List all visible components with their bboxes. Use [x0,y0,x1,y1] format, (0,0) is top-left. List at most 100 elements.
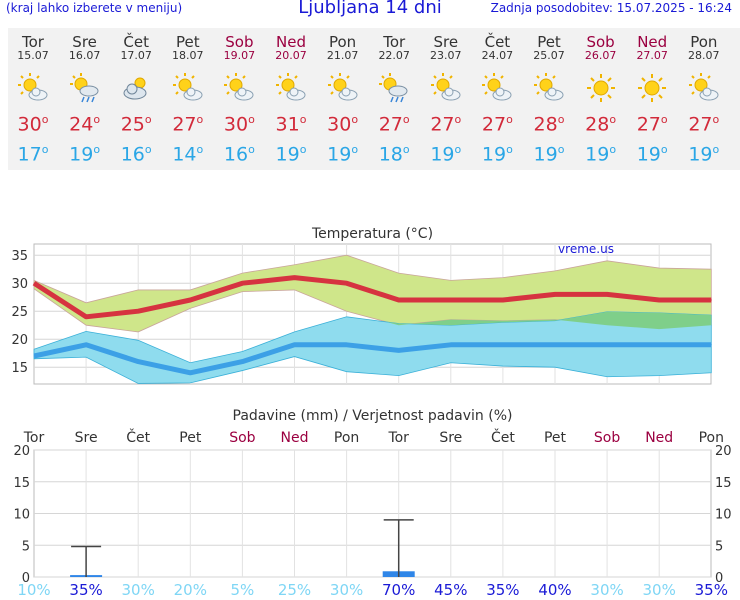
temp-max: 30o [17,113,49,136]
temp-max: 27o [172,113,204,136]
min-temp-point [85,344,87,346]
y-tick-label-right: 20 [715,444,732,459]
precip-probability: 35% [69,581,102,597]
max-temp-point [189,299,191,301]
precip-probability: 35% [486,581,519,597]
day-date: 15.07 [17,49,49,62]
max-temp-point [294,277,295,279]
day-label: Čet [126,428,150,446]
temp-max: 30o [327,113,359,136]
temp-min: 19o [585,143,617,166]
sun-cloud-icon [276,73,306,101]
day-date: 21.07 [326,49,359,62]
precip-probability: 30% [330,581,363,597]
temp-max: 27o [636,113,668,136]
day-name: Pon [328,33,357,51]
y-tick-label-left: 5 [22,539,30,554]
min-temp-point [398,349,400,351]
temp-min: 19o [688,143,720,166]
band-overlap [386,311,712,330]
temp-max: 28o [533,113,565,136]
min-temp-point [241,361,243,363]
y-tick-label-left: 20 [13,444,30,459]
temperature-chart: 15 20 25 30 35 Temperatura (°C) vreme.us [11,226,712,385]
day-name: Čet [123,33,149,51]
day-label: Pet [179,430,202,446]
max-temp-point [398,299,400,301]
y-tick-label-right: 0 [715,571,723,586]
precipitation-chart: Padavine (mm) / Verjetnost padavin (%) To… [13,408,732,597]
day-label: Sob [594,430,620,446]
max-temp-point [710,299,712,301]
day-name: Čet [484,33,511,51]
sun-cloud-icon [327,73,358,101]
min-temp-point [502,344,504,346]
day-date: 17.07 [120,49,152,62]
precip-probability: 30% [643,581,676,597]
day-date: 28.07 [688,49,720,62]
precip-probability: 45% [434,581,467,597]
min-temp-point [554,344,556,346]
temp-min: 19o [430,143,462,166]
temp-min: 16o [120,143,152,166]
temp-max: 28o [585,113,617,136]
temp-max: 24o [69,113,101,136]
day-date: 16.07 [68,49,101,62]
day-name: Ned [637,33,668,51]
day-label: Tor [23,430,45,446]
day-date: 19.07 [223,49,256,62]
y-tick-label: 20 [11,333,28,348]
max-temp-line [32,275,712,320]
day-name: Tor [383,33,406,51]
precip-probability: 30% [590,581,623,597]
y-tick-label-right: 15 [715,476,732,491]
max-temp-point [502,299,504,301]
sun-cloud-icon [224,73,254,101]
precip-probability: 30% [122,581,155,597]
y-tick-label-right: 10 [715,508,732,523]
temp-max: 27o [430,113,462,136]
precip-probability: 70% [382,581,415,597]
max-temp-point [33,282,35,284]
min-temp-point [137,361,139,363]
page-title: Ljubljana 14 dni [298,0,442,18]
temp-min: 19o [275,143,307,166]
day-label: Pon [699,430,724,446]
temp-max: 31o [275,113,307,136]
last-update: Zadnja posodobitev: 15.07.2025 - 16:24 [490,1,732,15]
temperature-chart-title: Temperatura (°C) [311,226,433,242]
day-name: Pon [690,33,718,51]
temp-min: 14o [172,143,204,166]
temp-max: 27o [481,113,513,136]
precip-probability: 35% [695,581,728,597]
day-label: Tor [387,430,409,446]
min-temp-point [33,355,35,357]
max-temp-point [346,282,348,284]
y-tick-label-right: 5 [715,539,723,554]
sun-cloud-icon [430,73,461,101]
day-label: Pon [334,430,359,446]
day-label: Čet [491,428,515,446]
sun-cloud-icon [482,73,512,101]
temp-min: 19o [69,143,101,166]
precip-probability: 10% [17,581,50,597]
day-label: Sob [229,430,255,446]
day-label: Ned [281,430,309,446]
day-name: Sre [433,33,459,51]
day-date: 25.07 [533,49,565,62]
day-label: Pet [544,430,567,446]
max-temp-point [658,299,660,301]
day-name: Sob [225,33,254,51]
cloud-sun-icon [123,77,147,100]
temp-max: 27o [378,113,410,136]
max-temp-point [606,293,608,295]
location-hint[interactable]: (kraj lahko izberete v meniju) [6,1,183,15]
temp-max: 25o [120,113,152,136]
header: (kraj lahko izberete v meniju) Ljubljana… [0,0,740,22]
y-tick-label-left: 10 [13,508,30,523]
min-temp-point [710,344,712,346]
day-name: Sob [586,33,615,51]
temp-min: 19o [327,143,359,166]
max-temp-point [137,310,139,312]
y-tick-label-left: 15 [13,476,30,491]
